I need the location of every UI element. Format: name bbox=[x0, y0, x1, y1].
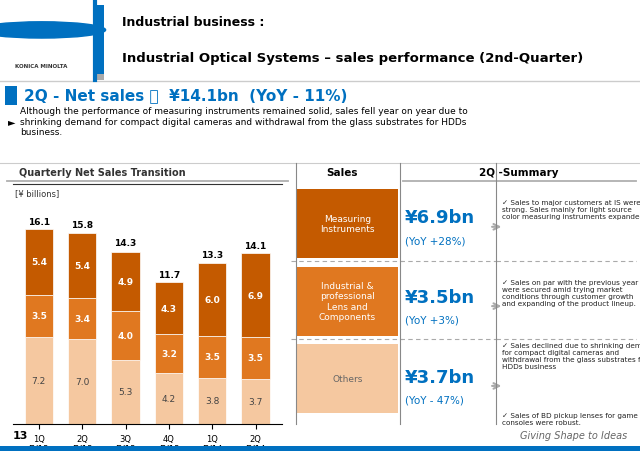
Bar bbox=[297, 267, 397, 336]
Bar bbox=[155, 335, 183, 373]
Text: 3.7: 3.7 bbox=[248, 397, 263, 406]
Text: 6.9: 6.9 bbox=[248, 291, 264, 300]
Bar bbox=[155, 373, 183, 424]
Bar bbox=[198, 263, 227, 336]
Bar bbox=[96, 6, 104, 75]
Text: ✓ Sales declined due to shrinking demand
for compact digital cameras and
withdra: ✓ Sales declined due to shrinking demand… bbox=[502, 342, 640, 369]
Bar bbox=[68, 299, 96, 340]
Text: 5.3: 5.3 bbox=[118, 387, 132, 396]
Text: 7.0: 7.0 bbox=[75, 377, 90, 386]
Text: (YoY +3%): (YoY +3%) bbox=[405, 315, 459, 325]
Text: Although the performance of measuring instruments remained solid, sales fell yea: Although the performance of measuring in… bbox=[20, 107, 468, 137]
Text: 2Q - Net sales ：  ¥14.1bn  (YoY - 11%): 2Q - Net sales ： ¥14.1bn (YoY - 11%) bbox=[24, 88, 348, 103]
Bar bbox=[0, 446, 640, 451]
Bar bbox=[241, 379, 269, 424]
Bar bbox=[155, 283, 183, 335]
Text: (YoY +28%): (YoY +28%) bbox=[405, 235, 465, 245]
Text: 13.3: 13.3 bbox=[201, 251, 223, 260]
Text: 3.5: 3.5 bbox=[31, 312, 47, 321]
Bar bbox=[198, 378, 227, 424]
Bar bbox=[25, 295, 53, 337]
Text: ¥6.9bn: ¥6.9bn bbox=[405, 209, 475, 226]
Text: Industrial Optical Systems – sales performance (2nd-Quarter): Industrial Optical Systems – sales perfo… bbox=[122, 52, 583, 65]
Text: [¥ billions]: [¥ billions] bbox=[15, 189, 60, 198]
Bar bbox=[25, 337, 53, 424]
Bar bbox=[6, 180, 288, 182]
Bar bbox=[241, 254, 269, 337]
Text: 4.3: 4.3 bbox=[161, 304, 177, 313]
Bar bbox=[111, 312, 140, 360]
Bar bbox=[5, 87, 17, 106]
Text: ✓ Sales on par with the previous year
were secured amid trying market
conditions: ✓ Sales on par with the previous year we… bbox=[502, 279, 638, 306]
Text: 14.1: 14.1 bbox=[244, 241, 267, 250]
Circle shape bbox=[0, 23, 106, 39]
Text: 4.9: 4.9 bbox=[118, 278, 134, 287]
Text: 7.2: 7.2 bbox=[32, 376, 46, 385]
Bar bbox=[25, 230, 53, 295]
Text: 3.5: 3.5 bbox=[204, 353, 220, 361]
Text: ¥3.5bn: ¥3.5bn bbox=[405, 288, 475, 306]
Text: 2Q -Summary: 2Q -Summary bbox=[479, 168, 558, 178]
Text: 5.4: 5.4 bbox=[31, 258, 47, 267]
Bar bbox=[198, 336, 227, 378]
Text: 14.3: 14.3 bbox=[115, 239, 137, 248]
Text: ►: ► bbox=[8, 117, 15, 127]
Text: 16.1: 16.1 bbox=[28, 217, 50, 226]
Text: 11.7: 11.7 bbox=[157, 270, 180, 279]
Text: Giving Shape to Ideas: Giving Shape to Ideas bbox=[520, 430, 627, 440]
Bar bbox=[297, 190, 397, 259]
Bar bbox=[297, 344, 397, 413]
Text: 5.4: 5.4 bbox=[74, 262, 90, 271]
Text: 4.0: 4.0 bbox=[118, 331, 134, 341]
Text: Sales: Sales bbox=[326, 168, 358, 178]
Text: Others: Others bbox=[332, 374, 362, 383]
Text: Quarterly Net Sales Transition: Quarterly Net Sales Transition bbox=[19, 168, 186, 178]
Text: 3.4: 3.4 bbox=[74, 314, 90, 323]
Text: Industrial business :: Industrial business : bbox=[122, 16, 264, 29]
Bar bbox=[68, 340, 96, 424]
Text: KONICA MINOLTA: KONICA MINOLTA bbox=[15, 64, 68, 69]
Bar bbox=[96, 75, 104, 81]
Text: 3.8: 3.8 bbox=[205, 396, 220, 405]
Text: 3.2: 3.2 bbox=[161, 350, 177, 359]
Bar bbox=[111, 360, 140, 424]
Text: Measuring
Instruments: Measuring Instruments bbox=[320, 215, 374, 234]
Text: ✓ Sales to major customers at IS were
strong. Sales mainly for light source
colo: ✓ Sales to major customers at IS were st… bbox=[502, 199, 640, 220]
Bar bbox=[111, 253, 140, 312]
Bar bbox=[68, 233, 96, 299]
Text: 3.5: 3.5 bbox=[248, 354, 264, 363]
Text: ✓ Sales of BD pickup lenses for game
consoles were robust.: ✓ Sales of BD pickup lenses for game con… bbox=[502, 412, 637, 425]
Bar bbox=[241, 337, 269, 379]
Text: ¥3.7bn: ¥3.7bn bbox=[405, 368, 475, 386]
Text: Industrial &
professional
Lens and
Components: Industrial & professional Lens and Compo… bbox=[319, 281, 376, 322]
Text: (YoY - 47%): (YoY - 47%) bbox=[405, 395, 464, 405]
Bar bbox=[402, 180, 636, 182]
Text: 15.8: 15.8 bbox=[71, 221, 93, 230]
Text: 13: 13 bbox=[13, 430, 28, 440]
Text: 6.0: 6.0 bbox=[204, 295, 220, 304]
Text: 4.2: 4.2 bbox=[162, 394, 176, 403]
